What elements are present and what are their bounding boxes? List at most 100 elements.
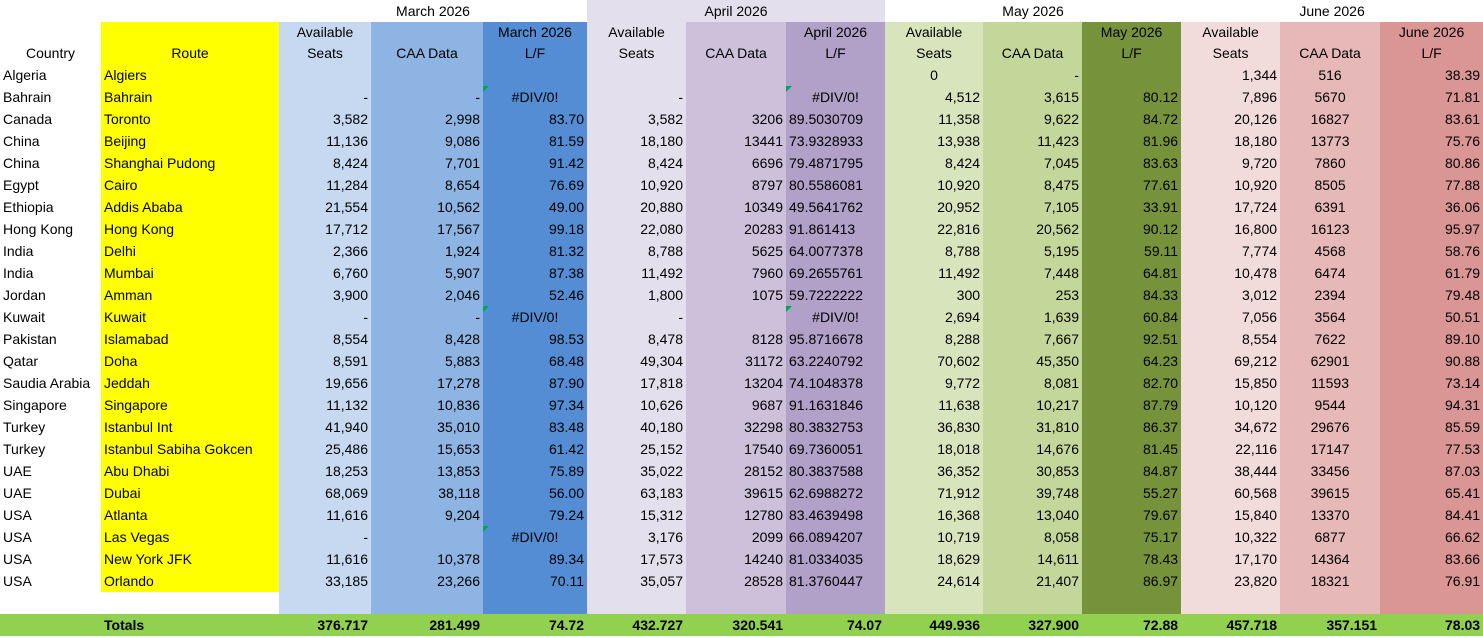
cell-may-caa[interactable]: 9,622	[983, 108, 1083, 130]
cell-mar-caa[interactable]	[371, 64, 483, 86]
cell-may-seats[interactable]: 18,629	[885, 548, 984, 570]
cell-may-lf[interactable]: 33.91	[1082, 196, 1182, 218]
cell-jun-seats[interactable]: 69,212	[1181, 350, 1281, 372]
cell-jun-caa[interactable]: 13773	[1280, 130, 1381, 152]
cell-jun-lf[interactable]: 95.97	[1380, 218, 1483, 240]
cell-may-caa[interactable]: 30,853	[983, 460, 1083, 482]
cell-country[interactable]: Singapore	[3, 396, 67, 413]
cell-jun-seats[interactable]: 34,672	[1181, 416, 1281, 438]
cell-apr-caa[interactable]: 31172	[686, 350, 787, 372]
cell-may-seats[interactable]: 11,492	[885, 262, 984, 284]
cell-route[interactable]: Dubai	[101, 482, 279, 504]
cell-route[interactable]: Mumbai	[101, 262, 279, 284]
cell-mar-seats[interactable]: 17,712	[279, 218, 371, 240]
cell-apr-lf[interactable]: 66.0894207	[786, 526, 886, 548]
cell-blank[interactable]	[371, 592, 483, 614]
cell-jun-lf[interactable]: 76.91	[1380, 570, 1483, 592]
cell-apr-lf[interactable]: 63.2240792	[786, 350, 886, 372]
cell-jun-seats[interactable]: 10,120	[1181, 394, 1281, 416]
cell-route[interactable]: Amman	[101, 284, 279, 306]
cell-country[interactable]: Egypt	[3, 176, 39, 193]
cell-apr-seats[interactable]: 1,800	[587, 284, 687, 306]
cell-mar-lf[interactable]: 49.00	[483, 196, 588, 218]
cell-may-seats[interactable]: 8,424	[885, 152, 984, 174]
cell-jun-seats[interactable]: 22,116	[1181, 438, 1281, 460]
cell-jun-lf[interactable]: 80.86	[1380, 152, 1483, 174]
cell-mar-caa[interactable]: 2,998	[371, 108, 483, 130]
cell-apr-caa[interactable]: 6696	[686, 152, 787, 174]
cell-mar-caa[interactable]: 5,907	[371, 262, 483, 284]
cell-jun-lf[interactable]: 94.31	[1380, 394, 1483, 416]
cell-mar-caa[interactable]: 10,378	[371, 548, 483, 570]
cell-blank[interactable]	[587, 592, 687, 614]
cell-blank[interactable]	[786, 592, 886, 614]
total-jun-seats[interactable]: 457.718	[1181, 614, 1281, 636]
cell-mar-seats[interactable]: -	[279, 86, 371, 108]
cell-jun-caa[interactable]: 16123	[1280, 218, 1381, 240]
header-may-lf[interactable]: May 2026 L/F	[1082, 22, 1182, 64]
cell-jun-seats[interactable]: 17,724	[1181, 196, 1281, 218]
cell-route[interactable]: Kuwait	[101, 306, 279, 328]
cell-country[interactable]: Turkey	[3, 418, 46, 435]
cell-country[interactable]: Qatar	[3, 352, 39, 369]
cell-mar-seats[interactable]: -	[279, 306, 371, 328]
cell-jun-seats[interactable]: 7,056	[1181, 306, 1281, 328]
cell-mar-caa[interactable]: 7,701	[371, 152, 483, 174]
cell-mar-seats[interactable]: -	[279, 526, 371, 548]
cell-jun-caa[interactable]: 8505	[1280, 174, 1381, 196]
cell-apr-lf[interactable]: 73.9328933	[786, 130, 886, 152]
cell-mar-seats[interactable]: 41,940	[279, 416, 371, 438]
cell-jun-caa[interactable]: 6391	[1280, 196, 1381, 218]
cell-jun-caa[interactable]: 3564	[1280, 306, 1381, 328]
cell-route[interactable]: Algiers	[101, 64, 279, 86]
month-label-june[interactable]: June 2026	[1299, 2, 1365, 19]
cell-apr-caa[interactable]: 3206	[686, 108, 787, 130]
cell-mar-caa[interactable]: 15,653	[371, 438, 483, 460]
cell-apr-lf[interactable]: 83.4639498	[786, 504, 886, 526]
cell-apr-caa[interactable]: 28528	[686, 570, 787, 592]
cell-mar-lf[interactable]: 56.00	[483, 482, 588, 504]
cell-mar-lf[interactable]: #DIV/0!	[483, 306, 588, 328]
cell-may-lf[interactable]: 64.23	[1082, 350, 1182, 372]
cell-may-lf[interactable]: 84.87	[1082, 460, 1182, 482]
cell-apr-caa[interactable]: 13204	[686, 372, 787, 394]
cell-mar-lf[interactable]: 87.90	[483, 372, 588, 394]
cell-mar-lf[interactable]: 99.18	[483, 218, 588, 240]
cell-apr-lf[interactable]: 95.8716678	[786, 328, 886, 350]
header-jun-caa[interactable]: CAA Data	[1280, 22, 1381, 64]
cell-mar-caa[interactable]: -	[371, 86, 483, 108]
cell-apr-lf[interactable]	[786, 64, 886, 86]
cell-may-seats[interactable]: 71,912	[885, 482, 984, 504]
cell-apr-lf[interactable]: 49.5641762	[786, 196, 886, 218]
total-apr-seats[interactable]: 432.727	[587, 614, 687, 636]
cell-apr-lf[interactable]: #DIV/0!	[786, 86, 886, 108]
cell-blank[interactable]	[483, 592, 588, 614]
cell-jun-lf[interactable]: 38.39	[1380, 64, 1483, 86]
cell-mar-seats[interactable]: 2,366	[279, 240, 371, 262]
cell-jun-seats[interactable]: 1,344	[1181, 64, 1281, 86]
month-label-april[interactable]: April 2026	[587, 0, 886, 22]
cell-blank[interactable]	[0, 614, 101, 636]
cell-jun-caa[interactable]: 9544	[1280, 394, 1381, 416]
cell-apr-seats[interactable]: 25,152	[587, 438, 687, 460]
cell-may-caa[interactable]: 253	[983, 284, 1083, 306]
cell-jun-seats[interactable]: 7,774	[1181, 240, 1281, 262]
cell-mar-seats[interactable]: 3,900	[279, 284, 371, 306]
cell-may-seats[interactable]: 0	[885, 64, 984, 86]
header-apr-lf[interactable]: April 2026 L/F	[786, 22, 886, 64]
cell-jun-lf[interactable]: 61.79	[1380, 262, 1483, 284]
cell-mar-caa[interactable]: 8,428	[371, 328, 483, 350]
cell-mar-caa[interactable]: 17,278	[371, 372, 483, 394]
cell-apr-caa[interactable]	[686, 306, 787, 328]
cell-apr-lf[interactable]: 69.7360051	[786, 438, 886, 460]
cell-jun-caa[interactable]: 516	[1280, 64, 1381, 86]
cell-apr-lf[interactable]: #DIV/0!	[786, 306, 886, 328]
cell-mar-seats[interactable]: 11,132	[279, 394, 371, 416]
cell-may-caa[interactable]: 11,423	[983, 130, 1083, 152]
cell-mar-caa[interactable]: 5,883	[371, 350, 483, 372]
cell-may-caa[interactable]: -	[983, 64, 1083, 86]
cell-apr-seats[interactable]: 11,492	[587, 262, 687, 284]
cell-route[interactable]: Istanbul Int	[101, 416, 279, 438]
cell-apr-caa[interactable]: 5625	[686, 240, 787, 262]
cell-mar-caa[interactable]: 9,204	[371, 504, 483, 526]
